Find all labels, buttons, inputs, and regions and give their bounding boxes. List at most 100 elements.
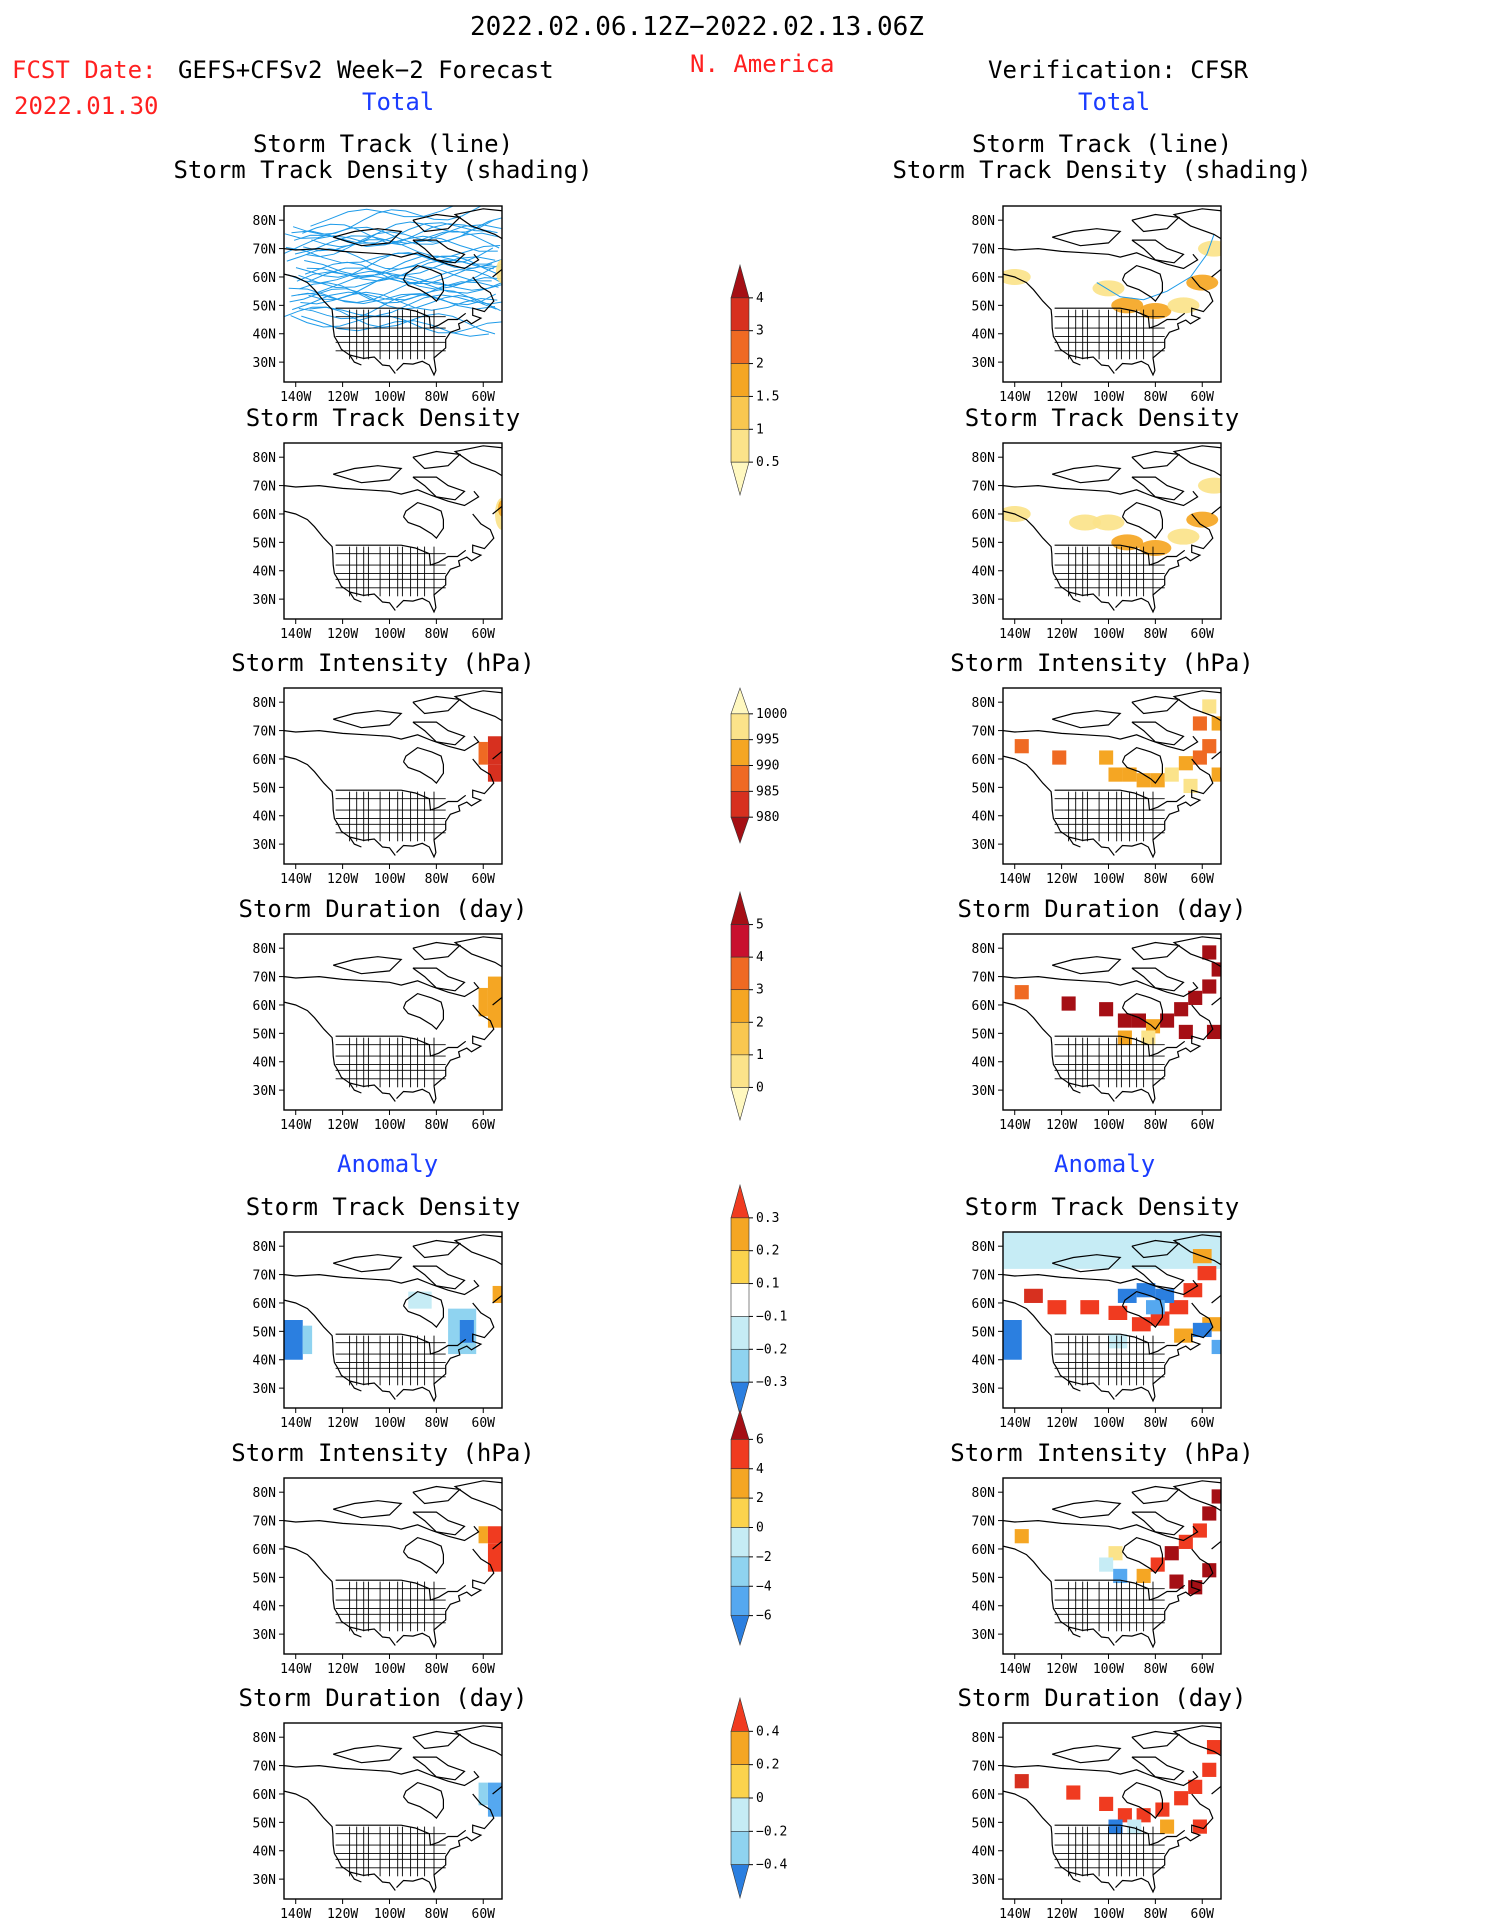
lat-label: 30N [972,1628,995,1643]
lon-label: 60W [1191,627,1215,642]
colorbar-segment [730,956,750,991]
storm-track-line [1096,234,1215,301]
arctic-island-coastline [1052,956,1122,975]
colorbar-label: −6 [756,1609,772,1624]
lat-label: 40N [253,1056,276,1071]
shading-cell [1117,1013,1132,1028]
shading-cell [1014,1529,1029,1544]
shading-cell [1160,1819,1175,1834]
lat-label: 70N [253,725,276,740]
arctic-island-coastline [453,208,502,278]
lat-label: 80N [972,214,995,229]
colorbar-segment [730,1348,750,1383]
shading-cell [1024,1288,1043,1303]
arctic-island-coastline [412,721,466,746]
colorbar-segment [730,1585,750,1616]
anomaly-section-left: Anomaly [337,1150,439,1178]
us-mexico-border [349,1626,396,1646]
shading-cell [1127,1819,1142,1834]
map-background [284,1723,502,1899]
arctic-island-coastline [1131,450,1181,470]
lat-label: 30N [253,593,276,608]
lon-label: 60W [472,1907,496,1922]
lat-label: 70N [972,725,995,740]
pacific-coastline [1003,1790,1081,1883]
shading-cell [1014,739,1029,754]
lat-label: 40N [253,1845,276,1860]
arctic-island-coastline [1172,1725,1221,1795]
map-panel-L-4: 80N 70N 60N 50N 40N 30N 140W 120W 100W 80W 60W [253,1231,503,1431]
lat-label: 50N [253,1571,276,1586]
density-blob [1092,514,1125,531]
panel-title-intensity: Storm Intensity (hPa) [231,1439,534,1467]
arctic-island-coastline [333,956,403,975]
us-mexico-border [349,1871,396,1891]
colorbar-label: 4 [756,1462,764,1477]
shading-cell [487,1526,502,1544]
storm-track-line [288,287,496,310]
atlantic-coastline [396,513,495,614]
map-panel-R-3: 80N 70N 60N 50N 40N 30N 140W 120W 100W 80W 60W [972,933,1222,1133]
colorbar-intensity-total: 1000 995 990 985 980 [730,687,787,844]
atlantic-coastline [1115,1004,1214,1105]
map-panel-R-6: 80N 70N 60N 50N 40N 30N 140W 120W 100W 80W 60W [972,1722,1222,1922]
lon-label: 140W [999,872,1030,887]
colorbar-segment [730,1468,750,1499]
lat-label: 80N [972,1731,995,1746]
shading-cell [1202,699,1217,714]
lon-label: 60W [472,1118,496,1133]
colorbar-label: 0.3 [756,1211,779,1226]
hudson-bay-coastline [1121,1536,1163,1575]
colorbar-segment [730,297,750,332]
pacific-coastline [284,755,362,848]
map-content [284,206,502,377]
hudson-bay-coastline [402,746,444,785]
arctic-island-coastline [412,1265,466,1290]
arctic-island-coastline [1172,690,1221,760]
panel-title-intensity: Storm Intensity (hPa) [950,1439,1253,1467]
us-mexico-border [1068,1871,1115,1891]
map-background [284,443,502,619]
shading-cell [459,1320,474,1343]
panel-title-track_shading: Storm Track Density (shading) [173,156,592,184]
hudson-bay-coastline [1121,501,1163,540]
lon-label: 140W [999,390,1030,405]
shading-cell [1099,1796,1114,1811]
arctic-coastline [284,484,480,507]
pacific-coastline [1003,1001,1081,1094]
storm-track-line [295,247,494,278]
shading-cell [1174,1328,1193,1343]
lon-label: 140W [999,1118,1030,1133]
hudson-bay-coastline [402,1536,444,1575]
us-mexico-border [1068,1626,1115,1646]
colorbar-segment [730,363,750,397]
panel-title-track_line: Storm Track (line) [972,130,1232,158]
map-background [1003,934,1221,1110]
lat-label: 60N [972,753,995,768]
pacific-coastline [284,1299,362,1392]
map-frame [1002,1477,1222,1655]
colorbar-segment [730,1217,750,1252]
shading-cell [1192,716,1207,731]
shading-cell [1202,979,1217,994]
atlantic-coastline [396,276,495,377]
panel-title-intensity: Storm Intensity (hPa) [231,649,534,677]
arctic-island-coastline [1131,1756,1185,1781]
shading-cell [487,1782,502,1817]
shading-cell [1192,1523,1207,1538]
shading-cell [1066,1785,1081,1800]
shading-cell [1136,1568,1151,1584]
density-blob [1069,514,1102,531]
colorbar-segment [730,1250,750,1284]
panel-title-density: Storm Track Density [246,404,521,432]
colorbar-label: 1 [756,422,764,437]
us-mexico-border [349,1380,396,1400]
colorbar-segment [730,765,750,792]
lon-label: 100W [1093,1662,1124,1677]
arctic-coastline [284,1273,480,1296]
map-frame [1002,205,1222,383]
arctic-island-coastline [333,1500,403,1519]
lon-label: 80W [425,1416,449,1431]
lon-label: 60W [1191,1118,1215,1133]
map-content [284,1725,502,1894]
